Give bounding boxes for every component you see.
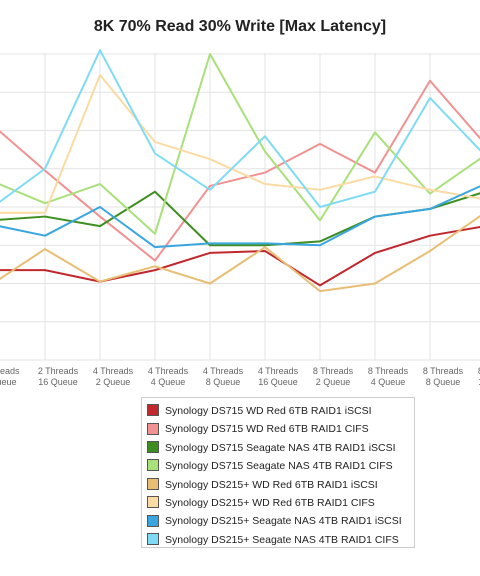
series-line-2 [0, 79, 480, 262]
x-tick-label: 8 Threads [478, 366, 480, 376]
legend-swatch [147, 404, 159, 417]
x-tick-label: 4 Threads [93, 366, 134, 376]
legend-label: Synology DS215+ WD Red 6TB RAID1 CIFS [165, 497, 375, 509]
legend-swatch [147, 459, 159, 472]
series-line-7 [0, 185, 480, 249]
legend-swatch [147, 496, 159, 509]
x-tick-label: 8 Threads [368, 366, 409, 376]
legend-label: Synology DS215+ Seagate NAS 4TB RAID1 CI… [165, 533, 399, 546]
x-tick-label: 2 Queue [96, 377, 131, 387]
x-tick-label: 4 Queue [371, 377, 406, 387]
x-tick-label: 8 Threads [423, 366, 464, 376]
x-tick-label: Queue [0, 377, 17, 387]
legend-label: Synology DS215+ WD Red 6TB RAID1 iSCSI [165, 478, 378, 491]
x-tick-label: 8 Queue [426, 377, 461, 387]
series-line-6 [0, 74, 480, 214]
x-tick-label: 8 Queue [206, 377, 241, 387]
legend-label: Synology DS215+ Seagate NAS 4TB RAID1 iS… [165, 515, 402, 528]
legend-item: Synology DS715 WD Red 6TB RAID1 CIFS [147, 420, 369, 438]
x-tick-label: 4 Threads [258, 366, 299, 376]
legend-item: Synology DS215+ Seagate NAS 4TB RAID1 CI… [147, 531, 399, 549]
x-tick-label: 8 Threads [313, 366, 354, 376]
legend-item: Synology DS715 Seagate NAS 4TB RAID1 CIF… [147, 457, 393, 475]
series-line-3 [0, 190, 480, 247]
x-tick-label: 4 Threads [148, 366, 189, 376]
legend-label: Synology DS715 Seagate NAS 4TB RAID1 iSC… [165, 441, 396, 454]
series-lines [0, 49, 480, 293]
x-tick-label: Threads [0, 366, 20, 376]
x-tick-label: 16 Queue [478, 377, 480, 387]
legend-swatch [147, 514, 159, 527]
chart-title: 8K 70% Read 30% Write [Max Latency] [93, 18, 387, 35]
legend-label: Synology DS715 WD Red 6TB RAID1 iSCSI [165, 405, 372, 417]
x-tick-label: 2 Queue [316, 377, 351, 387]
series-line-1 [0, 225, 480, 287]
legend: Synology DS715 WD Red 6TB RAID1 iSCSI Syn… [141, 397, 415, 548]
legend-swatch [147, 422, 159, 435]
legend-item: Synology DS715 WD Red 6TB RAID1 iSCSI [147, 402, 372, 420]
x-tick-label: 2 Threads [38, 366, 79, 376]
legend-item: Synology DS715 Seagate NAS 4TB RAID1 iSC… [147, 439, 396, 457]
x-tick-label: 4 Queue [151, 377, 186, 387]
legend-swatch [147, 441, 159, 454]
legend-label: Synology DS715 Seagate NAS 4TB RAID1 CIF… [165, 460, 393, 473]
legend-swatch [147, 477, 159, 490]
x-tick-label: 4 Threads [203, 366, 244, 376]
series-line-5 [0, 214, 480, 293]
legend-item: Synology DS215+ WD Red 6TB RAID1 CIFS [147, 494, 375, 512]
legend-label: Synology DS715 WD Red 6TB RAID1 CIFS [165, 423, 369, 436]
series-line-8 [0, 49, 480, 208]
x-tick-label: 16 Queue [258, 377, 298, 387]
x-tick-label: 16 Queue [38, 377, 78, 387]
legend-swatch [147, 533, 159, 546]
series-line-4 [0, 53, 480, 235]
legend-item: Synology DS215+ Seagate NAS 4TB RAID1 iS… [147, 512, 402, 530]
legend-item: Synology DS215+ WD Red 6TB RAID1 iSCSI [147, 476, 378, 494]
grid-lines [0, 53, 480, 361]
